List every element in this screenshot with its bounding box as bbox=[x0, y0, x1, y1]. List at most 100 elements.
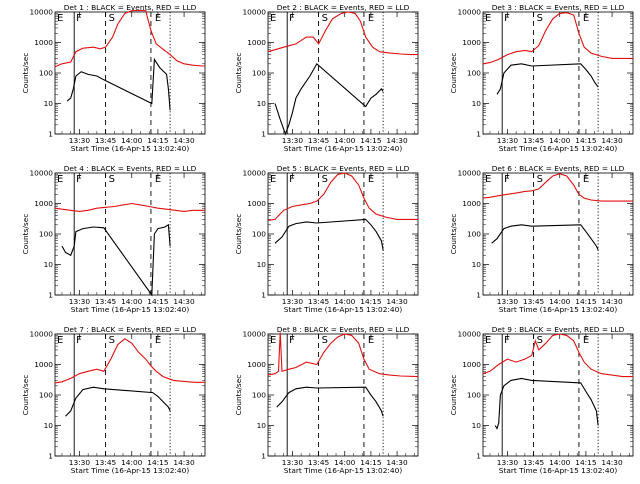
y-tick-label: 1000 bbox=[247, 199, 266, 208]
x-tick-label: 14:00 bbox=[334, 297, 356, 306]
x-tick-label: 13:30 bbox=[69, 458, 91, 467]
series-line-lld bbox=[482, 333, 633, 378]
x-tick-label: 13:45 bbox=[95, 297, 117, 306]
series-line-events bbox=[494, 377, 599, 430]
series-line-events bbox=[491, 224, 599, 251]
x-tick-label: 13:45 bbox=[523, 458, 545, 467]
phase-label: S bbox=[322, 174, 328, 185]
chart-panel-7: Det 7 : BLACK = Events, RED = LLD 1 10 100 1… bbox=[21, 325, 206, 475]
y-tick-label: 10 bbox=[472, 421, 482, 430]
chart-title: Det 3 : BLACK = Events, RED = LLD bbox=[492, 3, 625, 12]
y-tick-label: 10 bbox=[44, 260, 54, 269]
x-axis-label: Start Time (16-Apr-15 13:02:40) bbox=[284, 305, 403, 314]
y-tick-label: 10000 bbox=[242, 8, 266, 17]
x-tick-label: 13:30 bbox=[282, 458, 304, 467]
x-tick-label: 14:30 bbox=[173, 458, 195, 467]
phase-label: E bbox=[270, 335, 276, 346]
x-tick-label: 13:30 bbox=[497, 136, 519, 145]
series-line-lld bbox=[482, 173, 633, 202]
x-tick-label: 13:30 bbox=[282, 297, 304, 306]
x-tick-label: 14:30 bbox=[386, 458, 408, 467]
y-tick-label: 1 bbox=[48, 452, 53, 461]
series-line-events bbox=[276, 386, 384, 417]
x-tick-label: 13:45 bbox=[95, 136, 117, 145]
x-tick-label: 14:00 bbox=[549, 297, 571, 306]
series-line-events bbox=[65, 386, 171, 417]
phase-label: E bbox=[485, 13, 491, 24]
x-tick-label: 13:30 bbox=[497, 458, 519, 467]
y-axis-label: Counts/sec bbox=[234, 375, 243, 416]
x-tick-label: 13:45 bbox=[308, 136, 330, 145]
x-tick-label: 13:45 bbox=[523, 136, 545, 145]
series-line-lld bbox=[54, 9, 205, 68]
y-axis-label: Counts/sec bbox=[21, 214, 30, 255]
plot-frame bbox=[482, 333, 634, 457]
chart-title: Det 2 : BLACK = Events, RED = LLD bbox=[277, 3, 410, 12]
x-tick-label: 14:15 bbox=[147, 136, 169, 145]
plot-frame bbox=[54, 333, 206, 457]
chart-title: Det 9 : BLACK = Events, RED = LLD bbox=[492, 325, 625, 334]
y-tick-label: 1 bbox=[261, 130, 266, 139]
x-tick-label: 14:30 bbox=[173, 136, 195, 145]
phase-label: E bbox=[270, 13, 276, 24]
x-tick-label: 14:15 bbox=[575, 297, 597, 306]
x-tick-label: 14:30 bbox=[386, 136, 408, 145]
y-tick-label: 100 bbox=[39, 69, 53, 78]
series-line-events bbox=[274, 218, 384, 251]
x-axis-label: Start Time (16-Apr-15 13:02:40) bbox=[499, 144, 618, 153]
series-line-lld bbox=[267, 11, 418, 56]
plot-frame bbox=[54, 11, 206, 135]
phase-label: E bbox=[485, 335, 491, 346]
chart-title: Det 4 : BLACK = Events, RED = LLD bbox=[64, 164, 197, 173]
x-axis-label: Start Time (16-Apr-15 13:02:40) bbox=[71, 305, 190, 314]
y-tick-label: 10 bbox=[472, 99, 482, 108]
x-tick-label: 14:15 bbox=[147, 297, 169, 306]
y-tick-label: 10 bbox=[257, 260, 267, 269]
x-tick-label: 14:30 bbox=[173, 297, 195, 306]
chart-title: Det 8 : BLACK = Events, RED = LLD bbox=[277, 325, 410, 334]
y-tick-label: 1000 bbox=[34, 199, 53, 208]
x-tick-label: 14:30 bbox=[386, 297, 408, 306]
y-tick-label: 1 bbox=[261, 291, 266, 300]
x-tick-label: 14:15 bbox=[360, 458, 382, 467]
phase-label: S bbox=[322, 13, 328, 24]
x-tick-label: 13:45 bbox=[308, 458, 330, 467]
phase-label: E bbox=[368, 174, 374, 185]
plot-frame bbox=[267, 333, 419, 457]
plot-frame bbox=[482, 11, 634, 135]
phase-label: F bbox=[76, 335, 82, 346]
series-line-events bbox=[274, 62, 384, 136]
phase-label: S bbox=[537, 13, 543, 24]
y-tick-label: 1000 bbox=[247, 360, 266, 369]
x-tick-label: 14:00 bbox=[121, 458, 143, 467]
phase-label: F bbox=[504, 13, 510, 24]
series-line-events bbox=[496, 63, 599, 95]
series-line-lld bbox=[54, 202, 205, 212]
y-tick-label: 100 bbox=[39, 230, 53, 239]
series-line-lld bbox=[482, 12, 633, 65]
phase-label: S bbox=[537, 335, 543, 346]
y-axis-label: Counts/sec bbox=[449, 53, 458, 94]
x-tick-label: 14:15 bbox=[575, 458, 597, 467]
x-axis-label: Start Time (16-Apr-15 13:02:40) bbox=[499, 466, 618, 475]
phase-label: S bbox=[109, 335, 115, 346]
y-tick-label: 1 bbox=[48, 130, 53, 139]
series-line-events bbox=[61, 223, 171, 297]
y-tick-label: 10 bbox=[257, 99, 267, 108]
x-tick-label: 13:45 bbox=[95, 458, 117, 467]
chart-panel-3: Det 3 : BLACK = Events, RED = LLD 1 10 100 1… bbox=[449, 3, 634, 153]
series-line-lld bbox=[267, 172, 418, 221]
chart-panel-6: Det 6 : BLACK = Events, RED = LLD 1 10 100 1… bbox=[449, 164, 634, 314]
phase-label: F bbox=[504, 174, 510, 185]
y-tick-label: 1 bbox=[48, 291, 53, 300]
plot-frame bbox=[54, 172, 206, 296]
y-tick-label: 1000 bbox=[247, 38, 266, 47]
y-axis-label: Counts/sec bbox=[21, 375, 30, 416]
y-tick-label: 10 bbox=[44, 99, 54, 108]
chart-panel-5: Det 5 : BLACK = Events, RED = LLD 1 10 100 1… bbox=[234, 164, 419, 314]
series-line-events bbox=[66, 57, 171, 111]
chart-panel-2: Det 2 : BLACK = Events, RED = LLD 1 10 100 1… bbox=[234, 3, 419, 153]
y-tick-label: 10 bbox=[257, 421, 267, 430]
y-tick-label: 100 bbox=[39, 391, 53, 400]
